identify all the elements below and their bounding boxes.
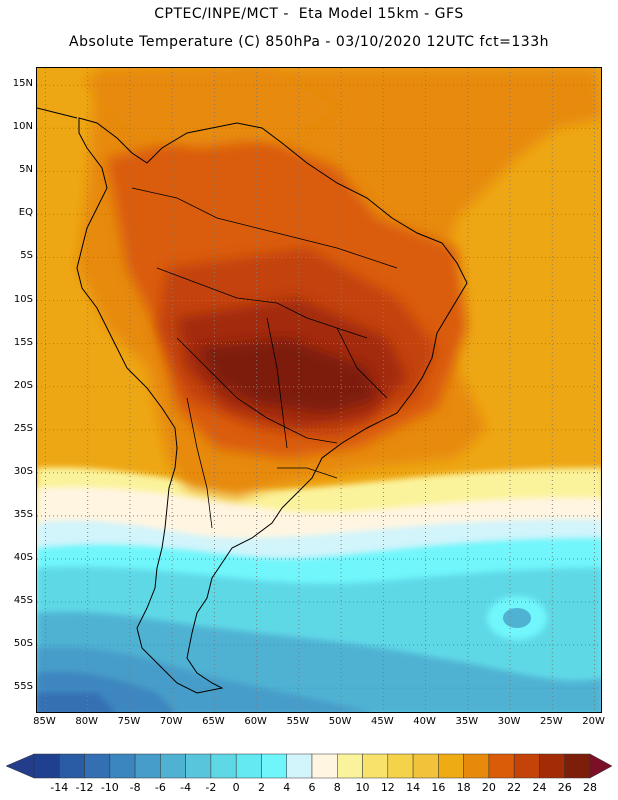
temperature-field — [37, 467, 601, 712]
colorbar-swatch — [513, 753, 540, 779]
colorbar-swatch — [412, 753, 439, 779]
latitude-label: 45S — [13, 595, 33, 607]
colorbar-tick-label: 28 — [583, 781, 597, 794]
temperature-map[interactable] — [36, 67, 602, 713]
colorbar-tick-label: -8 — [129, 781, 141, 794]
longitude-label: 35W — [455, 716, 479, 727]
colorbar-swatch — [235, 753, 262, 779]
colorbar-swatch — [84, 753, 111, 779]
colorbar-tick-label: -4 — [180, 781, 192, 794]
colorbar-tick-label: 24 — [532, 781, 547, 794]
coastline — [37, 107, 468, 694]
longitude-label: 75W — [117, 716, 141, 727]
map-canvas — [37, 68, 601, 712]
colorbar-tick-label: 18 — [456, 781, 471, 794]
colorbar-swatch — [488, 753, 515, 779]
colorbar-tick-label: 4 — [283, 781, 291, 794]
colorbar-tick-label: 26 — [557, 781, 572, 794]
latitude-label: 25S — [13, 422, 33, 434]
colorbar-swatch — [463, 753, 490, 779]
latitude-label: 10S — [13, 293, 33, 305]
longitude-label: 25W — [540, 716, 563, 727]
latitude-label: 10N — [12, 121, 33, 133]
colorbar-swatch — [438, 753, 464, 779]
colorbar-swatch — [387, 753, 414, 779]
colorbar-tick-label: -6 — [154, 781, 166, 794]
longitude-label: 70W — [159, 716, 183, 727]
colorbar-swatch — [109, 753, 136, 779]
longitude-label: 60W — [244, 716, 267, 727]
latitude-label: 40S — [13, 551, 33, 563]
colorbar-swatch — [564, 753, 591, 779]
latitude-label: 50S — [13, 638, 33, 650]
latitude-label: 35S — [13, 508, 33, 520]
colorbar-tick-label: -12 — [75, 781, 94, 794]
map-subtitle: Absolute Temperature (C) 850hPa - 03/10/… — [69, 34, 549, 50]
colorbar-tick-label: 10 — [355, 781, 370, 794]
colorbar-swatch — [210, 753, 237, 779]
colorbar-tick-label: 20 — [481, 781, 496, 794]
colorbar-swatch — [286, 753, 313, 779]
latitude-label: 15N — [12, 78, 33, 90]
longitude-label: 85W — [33, 716, 56, 727]
latitude-label: 30S — [13, 465, 33, 477]
colorbar-tick-label: 2 — [257, 781, 265, 794]
colorbar-swatch — [185, 753, 212, 779]
map-title: CPTEC/INPE/MCT - Eta Model 15km - GFS — [154, 6, 464, 22]
longitude-label: 80W — [75, 716, 98, 727]
colorbar-swatch — [362, 753, 389, 779]
colorbar-swatch — [33, 753, 60, 779]
colorbar-swatch — [160, 753, 186, 779]
latitude-label: 15S — [13, 336, 33, 348]
latitude-label: 5S — [20, 250, 33, 262]
colorbar-tick-label: 14 — [406, 781, 421, 794]
colorbar-tick-label: -2 — [205, 781, 217, 794]
colorbar-tick-label: -10 — [100, 781, 119, 794]
colorbar-tick-label: 0 — [232, 781, 240, 794]
colorbar-swatch — [261, 753, 287, 779]
latitude-label: 55S — [13, 681, 33, 693]
longitude-label: 50W — [328, 716, 352, 727]
colorbar-tick-label: -14 — [50, 781, 69, 794]
latitude-label: 5N — [19, 164, 33, 176]
colorbar-high-arrow — [589, 753, 613, 779]
colorbar-tick-label: 16 — [431, 781, 446, 794]
colorbar-tick-label: 12 — [380, 781, 395, 794]
colorbar-swatch — [134, 753, 161, 779]
colorbar-swatch — [311, 753, 338, 779]
longitude-label: 40W — [413, 716, 436, 727]
colorbar-tick-label: 8 — [333, 781, 341, 794]
colorbar-tick-label: 22 — [507, 781, 522, 794]
longitude-label: 30W — [497, 716, 521, 727]
colorbar-tick-label: 6 — [308, 781, 316, 794]
longitude-label: 55W — [286, 716, 310, 727]
country-borders — [131, 187, 398, 529]
color-scale-bar — [5, 753, 613, 779]
colorbar-swatch — [337, 753, 363, 779]
colorbar-swatch — [59, 753, 85, 779]
latitude-label: EQ — [18, 207, 33, 219]
latitude-label: 20S — [13, 379, 33, 391]
colorbar-swatch — [539, 753, 565, 779]
longitude-label: 65W — [202, 716, 225, 727]
longitude-label: 20W — [582, 716, 605, 727]
longitude-label: 45W — [371, 716, 394, 727]
colorbar-low-arrow — [5, 753, 35, 779]
